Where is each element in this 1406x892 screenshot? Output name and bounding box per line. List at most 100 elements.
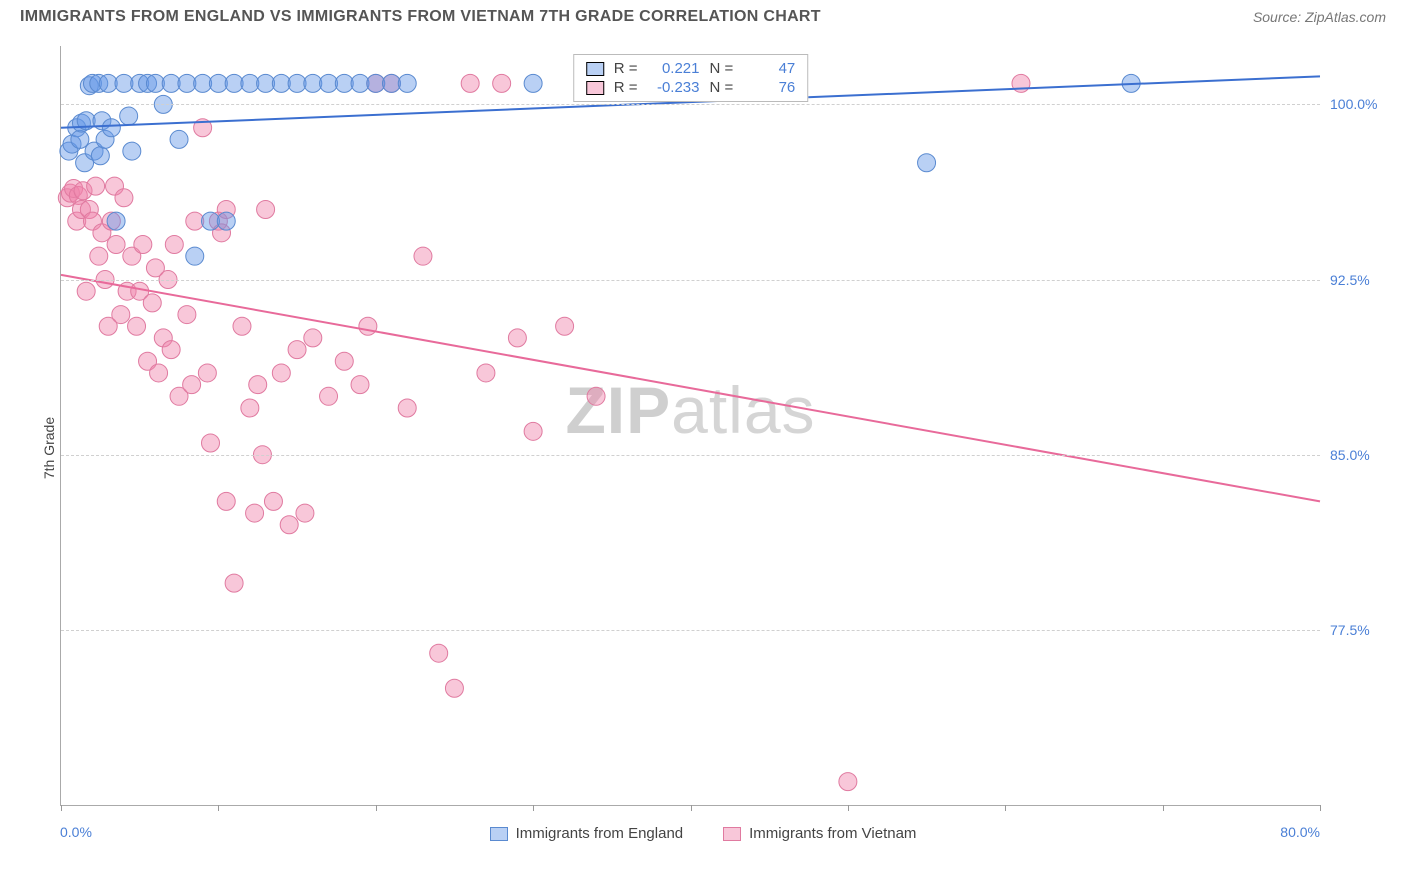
stats-r-vietnam: -0.233 bbox=[648, 79, 700, 96]
source-prefix: Source: bbox=[1253, 9, 1305, 25]
y-tick-label: 77.5% bbox=[1330, 622, 1390, 638]
scatter-point-vietnam bbox=[280, 516, 298, 534]
stats-n-label: N = bbox=[710, 60, 734, 77]
scatter-point-vietnam bbox=[217, 492, 235, 510]
stats-n-england: 47 bbox=[743, 60, 795, 77]
scatter-point-vietnam bbox=[77, 282, 95, 300]
scatter-point-vietnam bbox=[445, 679, 463, 697]
scatter-point-vietnam bbox=[162, 341, 180, 359]
scatter-point-england bbox=[91, 147, 109, 165]
scatter-point-vietnam bbox=[202, 434, 220, 452]
gridline bbox=[61, 280, 1320, 281]
scatter-point-vietnam bbox=[249, 376, 267, 394]
stats-r-england: 0.221 bbox=[648, 60, 700, 77]
scatter-point-england bbox=[120, 107, 138, 125]
scatter-point-vietnam bbox=[198, 364, 216, 382]
stats-swatch-england bbox=[586, 62, 604, 76]
gridline bbox=[61, 104, 1320, 105]
scatter-point-vietnam bbox=[839, 773, 857, 791]
stats-r-label: R = bbox=[614, 79, 638, 96]
source-link[interactable]: ZipAtlas.com bbox=[1305, 9, 1386, 25]
scatter-point-vietnam bbox=[257, 200, 275, 218]
scatter-point-vietnam bbox=[398, 399, 416, 417]
scatter-point-vietnam bbox=[112, 306, 130, 324]
scatter-point-england bbox=[398, 74, 416, 92]
scatter-point-england bbox=[107, 212, 125, 230]
stats-row-england: R = 0.221 N = 47 bbox=[586, 59, 796, 78]
y-tick-label: 92.5% bbox=[1330, 272, 1390, 288]
stats-n-label: N = bbox=[710, 79, 734, 96]
x-tick bbox=[1005, 805, 1006, 811]
legend-label-vietnam: Immigrants from Vietnam bbox=[749, 825, 916, 842]
scatter-point-vietnam bbox=[359, 317, 377, 335]
x-tick bbox=[61, 805, 62, 811]
scatter-point-england bbox=[524, 74, 542, 92]
scatter-point-vietnam bbox=[87, 177, 105, 195]
legend-item-england: Immigrants from England bbox=[490, 825, 684, 842]
scatter-point-vietnam bbox=[477, 364, 495, 382]
scatter-point-vietnam bbox=[296, 504, 314, 522]
legend-item-vietnam: Immigrants from Vietnam bbox=[723, 825, 916, 842]
chart-container: 7th Grade ZIPatlas R = 0.221 N = 47 R = … bbox=[20, 38, 1386, 858]
scatter-point-vietnam bbox=[165, 236, 183, 254]
scatter-point-vietnam bbox=[461, 74, 479, 92]
scatter-point-vietnam bbox=[90, 247, 108, 265]
scatter-point-vietnam bbox=[134, 236, 152, 254]
chart-title: IMMIGRANTS FROM ENGLAND VS IMMIGRANTS FR… bbox=[20, 8, 821, 26]
x-tick bbox=[691, 805, 692, 811]
stats-r-label: R = bbox=[614, 60, 638, 77]
scatter-point-vietnam bbox=[587, 387, 605, 405]
title-bar: IMMIGRANTS FROM ENGLAND VS IMMIGRANTS FR… bbox=[0, 0, 1406, 38]
y-tick-label: 100.0% bbox=[1330, 96, 1390, 112]
scatter-point-vietnam bbox=[556, 317, 574, 335]
scatter-point-vietnam bbox=[264, 492, 282, 510]
x-tick bbox=[1163, 805, 1164, 811]
scatter-point-vietnam bbox=[115, 189, 133, 207]
x-tick bbox=[848, 805, 849, 811]
stats-row-vietnam: R = -0.233 N = 76 bbox=[586, 78, 796, 97]
scatter-point-england bbox=[217, 212, 235, 230]
chart-source: Source: ZipAtlas.com bbox=[1253, 9, 1386, 25]
scatter-point-vietnam bbox=[241, 399, 259, 417]
plot-svg bbox=[61, 46, 1320, 805]
scatter-point-england bbox=[918, 154, 936, 172]
scatter-point-vietnam bbox=[225, 574, 243, 592]
legend-swatch-england bbox=[490, 827, 508, 841]
scatter-point-vietnam bbox=[107, 236, 125, 254]
scatter-point-england bbox=[170, 130, 188, 148]
scatter-point-vietnam bbox=[288, 341, 306, 359]
scatter-point-england bbox=[71, 130, 89, 148]
scatter-point-vietnam bbox=[183, 376, 201, 394]
x-tick bbox=[218, 805, 219, 811]
scatter-point-vietnam bbox=[493, 74, 511, 92]
scatter-point-vietnam bbox=[524, 422, 542, 440]
scatter-point-vietnam bbox=[143, 294, 161, 312]
legend-swatch-vietnam bbox=[723, 827, 741, 841]
scatter-point-vietnam bbox=[304, 329, 322, 347]
bottom-legend: Immigrants from England Immigrants from … bbox=[20, 825, 1386, 842]
gridline bbox=[61, 455, 1320, 456]
x-tick bbox=[1320, 805, 1321, 811]
scatter-point-vietnam bbox=[414, 247, 432, 265]
y-axis-label: 7th Grade bbox=[41, 417, 57, 479]
scatter-point-vietnam bbox=[335, 352, 353, 370]
y-tick-label: 85.0% bbox=[1330, 447, 1390, 463]
plot-area: ZIPatlas R = 0.221 N = 47 R = -0.233 N =… bbox=[60, 46, 1320, 806]
scatter-point-vietnam bbox=[178, 306, 196, 324]
scatter-point-vietnam bbox=[128, 317, 146, 335]
scatter-point-vietnam bbox=[150, 364, 168, 382]
scatter-point-england bbox=[102, 119, 120, 137]
scatter-point-england bbox=[123, 142, 141, 160]
legend-label-england: Immigrants from England bbox=[516, 825, 684, 842]
scatter-point-vietnam bbox=[320, 387, 338, 405]
gridline bbox=[61, 630, 1320, 631]
scatter-point-vietnam bbox=[233, 317, 251, 335]
stats-legend-box: R = 0.221 N = 47 R = -0.233 N = 76 bbox=[573, 54, 809, 102]
stats-n-vietnam: 76 bbox=[743, 79, 795, 96]
scatter-point-england bbox=[186, 247, 204, 265]
stats-swatch-vietnam bbox=[586, 81, 604, 95]
scatter-point-vietnam bbox=[272, 364, 290, 382]
x-tick bbox=[533, 805, 534, 811]
scatter-point-vietnam bbox=[508, 329, 526, 347]
scatter-point-vietnam bbox=[430, 644, 448, 662]
